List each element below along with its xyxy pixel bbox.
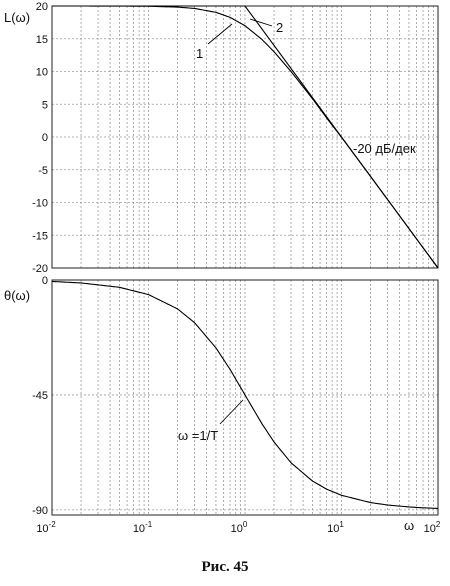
magnitude-y-ticks: 20 15 10 5 0 -5 -10 -15 -20 [32,1,48,275]
phase-y-label: θ(ω) [4,288,30,303]
annotation-1: 1 [196,46,203,61]
magnitude-asymptote-2 [52,5,439,269]
phase-x-tick-label: 10-1 [133,520,153,535]
leader-line-2 [249,18,273,27]
magnitude-y-tick-label: 5 [42,99,48,111]
magnitude-y-tick-label: 20 [36,1,48,13]
phase-x-tick-label: 101 [327,520,344,535]
phase-x-ticks: 10-2 10-1 100 101 102 [36,520,441,535]
magnitude-y-tick-label: -10 [32,198,48,210]
annotation-corner-frequency: ω =1/T [178,428,218,443]
phase-y-tick-label: 0 [42,275,48,287]
phase-x-tick-label: 102 [424,520,441,535]
magnitude-y-tick-label: 10 [36,67,48,79]
magnitude-y-tick-label: -20 [32,263,48,275]
figure-caption: Рис. 45 [202,559,249,575]
magnitude-y-tick-label: 15 [36,34,48,46]
phase-curve [51,280,439,509]
phase-x-tick-label: 10-2 [36,520,56,535]
annotation-slope: -20 дБ/дек [353,141,416,156]
magnitude-plot: 20 15 10 5 0 -5 -10 -15 -20 1 2 -20 дБ/дек L(ω) [4,1,439,275]
phase-y-ticks: 0 -45 -90 [32,275,48,517]
phase-y-tick-label: -45 [32,390,48,402]
phase-plot: 0 -45 -90 10-2 10-1 100 101 102 ω =1/T θ(ω) ω [4,275,441,535]
leader-line-1 [207,23,233,45]
magnitude-y-tick-label: -5 [38,165,48,177]
phase-y-tick-label: -90 [32,505,48,517]
magnitude-y-tick-label: 0 [42,132,48,144]
magnitude-grid [52,6,438,268]
phase-grid [52,280,438,515]
annotation-2: 2 [276,20,283,35]
phase-x-tick-label: 100 [231,520,248,535]
magnitude-y-tick-label: -15 [32,230,48,242]
leader-line-phase [219,399,244,425]
phase-x-label: ω [404,518,414,533]
phase-plot-frame [51,279,439,516]
magnitude-y-label: L(ω) [4,10,30,25]
